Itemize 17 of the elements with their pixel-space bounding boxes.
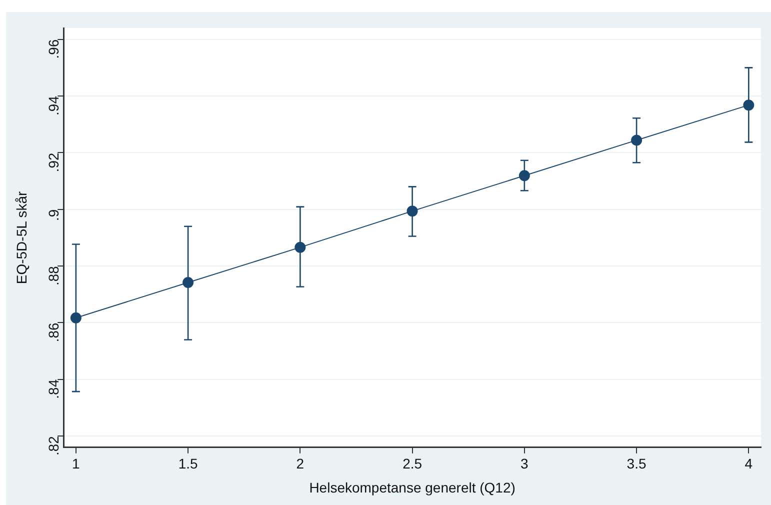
x-tick-label: 1.5 <box>178 456 198 472</box>
y-tick-label: .96 <box>45 39 62 59</box>
y-axis-title: EQ-5D-5L skår <box>13 190 30 284</box>
y-tick-label: .82 <box>45 436 62 456</box>
y-tick-label: .94 <box>45 96 62 116</box>
x-tick-label: 1 <box>72 456 80 472</box>
x-tick-label: 3.5 <box>626 456 646 472</box>
y-tick-label: .86 <box>45 322 62 342</box>
x-tick-label: 2 <box>296 456 304 472</box>
x-tick-label: 2.5 <box>402 456 422 472</box>
x-tick-label: 3 <box>520 456 529 472</box>
x-axis-title: Helsekompetanse generelt (Q12) <box>309 479 516 496</box>
y-tick-label: .92 <box>45 152 62 172</box>
y-tick-label: .9 <box>45 209 62 222</box>
y-tick-label: .88 <box>45 266 62 286</box>
x-tick-label: 4 <box>744 456 753 472</box>
y-tick-label: .84 <box>45 379 62 399</box>
